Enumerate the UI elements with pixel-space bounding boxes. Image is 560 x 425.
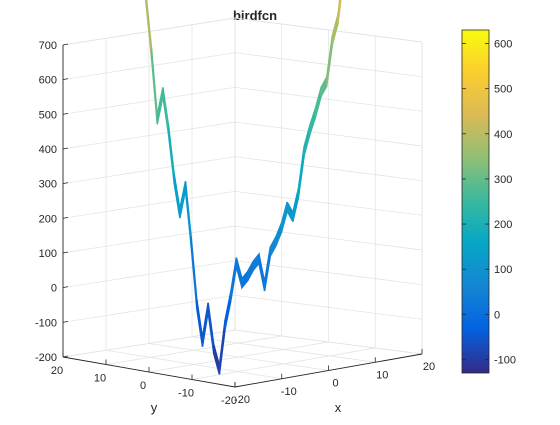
surface-segment <box>184 181 192 246</box>
colorbar-tick-label: 200 <box>494 219 512 231</box>
z-tick-mark <box>62 355 69 358</box>
z-tick-mark <box>62 147 69 150</box>
surface-segment <box>309 108 317 135</box>
surface-segment <box>337 0 342 24</box>
z-tick-mark <box>62 251 69 254</box>
z-tick-label: -200 <box>35 352 57 364</box>
x-tick-label: 0 <box>332 378 338 390</box>
surface-segment <box>246 260 255 281</box>
z-gridline <box>62 156 423 185</box>
z-tick-mark <box>62 43 69 46</box>
surface-segment <box>196 299 204 347</box>
z-tick-label: 100 <box>39 248 57 260</box>
surface-segment <box>218 320 226 375</box>
colorbar-tick-label: 500 <box>494 84 512 96</box>
floor-gridline <box>191 347 376 380</box>
surface-segment <box>156 87 164 125</box>
surface-segment <box>213 344 221 375</box>
x-axis-label: x <box>335 400 342 415</box>
surface-segment <box>201 302 209 347</box>
y-tick-label: -20 <box>221 395 237 407</box>
y-tick-label: 10 <box>94 373 106 385</box>
surface-segment <box>162 87 170 135</box>
x-tick-label: -10 <box>281 386 297 398</box>
z-tick-label: 500 <box>39 109 57 121</box>
surface-segment <box>150 49 158 125</box>
z-tick-label: 300 <box>39 179 57 191</box>
z-tick-mark <box>62 286 69 289</box>
z-gridline <box>62 190 423 219</box>
z-gridline <box>62 121 423 150</box>
z-gridline <box>62 294 423 323</box>
z-tick-mark <box>62 216 69 219</box>
colorbar-tick-label: 100 <box>494 264 512 276</box>
z-gridline <box>62 52 423 81</box>
z-tick-label: 0 <box>51 283 57 295</box>
surface-segment <box>275 222 283 247</box>
z-gridline <box>62 225 423 254</box>
x-axis-ticks: -20 -10 0 10 20 <box>234 349 435 406</box>
surface-segment <box>235 257 243 288</box>
surface-segment <box>144 0 147 3</box>
colorbar-tick-label: -100 <box>494 354 516 366</box>
surface-mesh <box>144 0 342 375</box>
z-tick-mark <box>62 182 69 185</box>
surface-segment <box>292 188 300 222</box>
z-tick-mark <box>62 320 69 323</box>
surface-segment <box>280 201 288 233</box>
floor-gridline <box>234 329 423 355</box>
z-tick-mark <box>62 78 69 81</box>
surface-segment <box>207 302 215 354</box>
surface-segment <box>241 269 249 290</box>
colorbar-ticks: -100 0 100 200 300 400 500 600 <box>462 39 516 366</box>
colorbar-tick-label: 0 <box>494 309 500 321</box>
y-tick-label: 0 <box>140 380 146 392</box>
surface-segment <box>314 87 322 118</box>
axes-grid <box>62 17 423 388</box>
surface-segment <box>297 146 305 198</box>
surface-segment <box>326 35 334 87</box>
x-tick-label: -20 <box>234 394 250 406</box>
colorbar-tick-label: 400 <box>494 129 512 141</box>
y-axis-ticks: 20 10 0 -10 -20 <box>51 352 237 407</box>
surface-segment <box>224 292 232 330</box>
z-tick-mark <box>62 112 69 115</box>
surface-segment <box>173 174 181 219</box>
z-tick-label: -100 <box>35 317 57 329</box>
surface-segment <box>229 257 238 302</box>
z-axis-ticks: -200 -100 0 100 200 300 400 500 600 700 <box>35 40 69 364</box>
z-tick-label: 600 <box>39 75 57 87</box>
colorbar-tick-label: 600 <box>494 39 512 51</box>
surface-segment <box>286 201 294 222</box>
floor-gridline <box>148 343 329 371</box>
z-tick-label: 400 <box>39 144 57 156</box>
y-tick-label: -10 <box>178 388 194 400</box>
x-tick-label: 10 <box>376 369 388 381</box>
floor-gridline <box>191 336 376 363</box>
surface-segment <box>252 252 260 273</box>
z-tick-label: 200 <box>39 213 57 225</box>
x-tick-label: 20 <box>423 361 435 373</box>
surface-segment <box>320 76 328 97</box>
surface-segment <box>269 236 277 257</box>
colorbar-tick-label: 300 <box>494 174 512 186</box>
z-gridline <box>62 86 423 115</box>
colorbar <box>461 29 490 374</box>
z-tick-label: 700 <box>39 40 57 52</box>
y-axis-label: y <box>151 400 158 415</box>
surface-segment <box>167 125 175 184</box>
surface-segment <box>263 247 271 292</box>
surface-segment <box>303 125 311 156</box>
y-tick-label: 20 <box>51 365 63 377</box>
surface-segment <box>258 254 266 292</box>
surface-segment <box>331 14 339 45</box>
